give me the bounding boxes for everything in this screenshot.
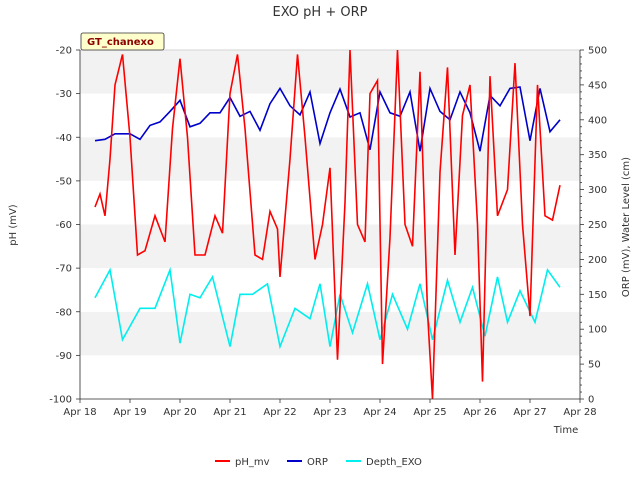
y-tick-left-label: -30 — [56, 89, 72, 100]
station-badge-label: GT_chanexo — [87, 37, 154, 48]
grid-bands — [80, 50, 580, 399]
y-tick-right-label: 250 — [588, 220, 607, 231]
grid-band — [80, 311, 580, 356]
x-tick-label: Apr 22 — [263, 407, 296, 418]
station-badge: GT_chanexo — [80, 32, 165, 51]
y-tick-right-label: 200 — [588, 255, 607, 266]
grid-band — [80, 93, 580, 138]
y-axis-left: -100 -90 -80 -70 -60 -50 -40 -30 -20 — [49, 46, 81, 406]
x-tick-label: Apr 27 — [513, 407, 546, 418]
x-tick-label: Apr 18 — [63, 407, 96, 418]
y-tick-right-label: 100 — [588, 325, 607, 336]
x-axis: Apr 18 Apr 19 Apr 20 Apr 21 Apr 22 Apr 23 Apr … — [63, 398, 597, 418]
y-tick-right-label: 50 — [588, 360, 601, 371]
y-axis-left-label: pH (mV) — [8, 204, 19, 246]
x-tick-label: Apr 26 — [463, 407, 496, 418]
x-tick-label: Apr 25 — [413, 407, 446, 418]
x-tick-label: Apr 20 — [163, 407, 196, 418]
y-tick-left-label: -90 — [56, 351, 72, 362]
y-tick-right-label: 300 — [588, 185, 607, 196]
legend-label-depth-exo: Depth_EXO — [366, 457, 422, 468]
chart-title: EXO pH + ORP — [273, 5, 368, 20]
legend: pH_mv ORP Depth_EXO — [215, 457, 422, 468]
legend-label-ph-mv: pH_mv — [235, 457, 270, 468]
x-tick-label: Apr 28 — [563, 407, 596, 418]
grid-band — [80, 268, 580, 312]
series-line-ph-mv — [94, 49, 561, 400]
y-tick-right-label: 350 — [588, 150, 607, 161]
series-layer — [94, 49, 561, 400]
series-line-orp — [94, 85, 561, 152]
y-axis-right: 0 50 100 150 200 250 300 350 400 450 500 — [579, 46, 607, 406]
x-tick-label: Apr 23 — [313, 407, 346, 418]
y-tick-right-label: 500 — [588, 46, 607, 57]
y-tick-left-label: -70 — [56, 264, 72, 275]
x-tick-label: Apr 19 — [113, 407, 146, 418]
y-tick-left-label: -100 — [49, 395, 72, 406]
y-tick-left-label: -20 — [56, 46, 72, 57]
series-line-depth-exo — [94, 266, 561, 350]
y-axis-right-label: ORP (mV), Water Level (cm) — [621, 157, 632, 297]
grid-band — [80, 355, 580, 399]
y-tick-right-label: 0 — [588, 395, 594, 406]
y-tick-right-label: 450 — [588, 80, 607, 91]
station-badge-box — [80, 32, 165, 51]
y-tick-left-label: -60 — [56, 220, 72, 231]
y-tick-left-label: -80 — [56, 307, 72, 318]
y-tick-right-label: 150 — [588, 290, 607, 301]
grid-band — [80, 224, 580, 269]
grid-band — [80, 50, 580, 94]
x-axis-label: Time — [553, 425, 578, 436]
x-tick-label: Apr 24 — [363, 407, 396, 418]
y-tick-left-label: -40 — [56, 133, 72, 144]
legend-label-orp: ORP — [307, 457, 328, 468]
y-tick-right-label: 400 — [588, 115, 607, 126]
x-tick-label: Apr 21 — [213, 407, 246, 418]
y-tick-left-label: -50 — [56, 176, 72, 187]
